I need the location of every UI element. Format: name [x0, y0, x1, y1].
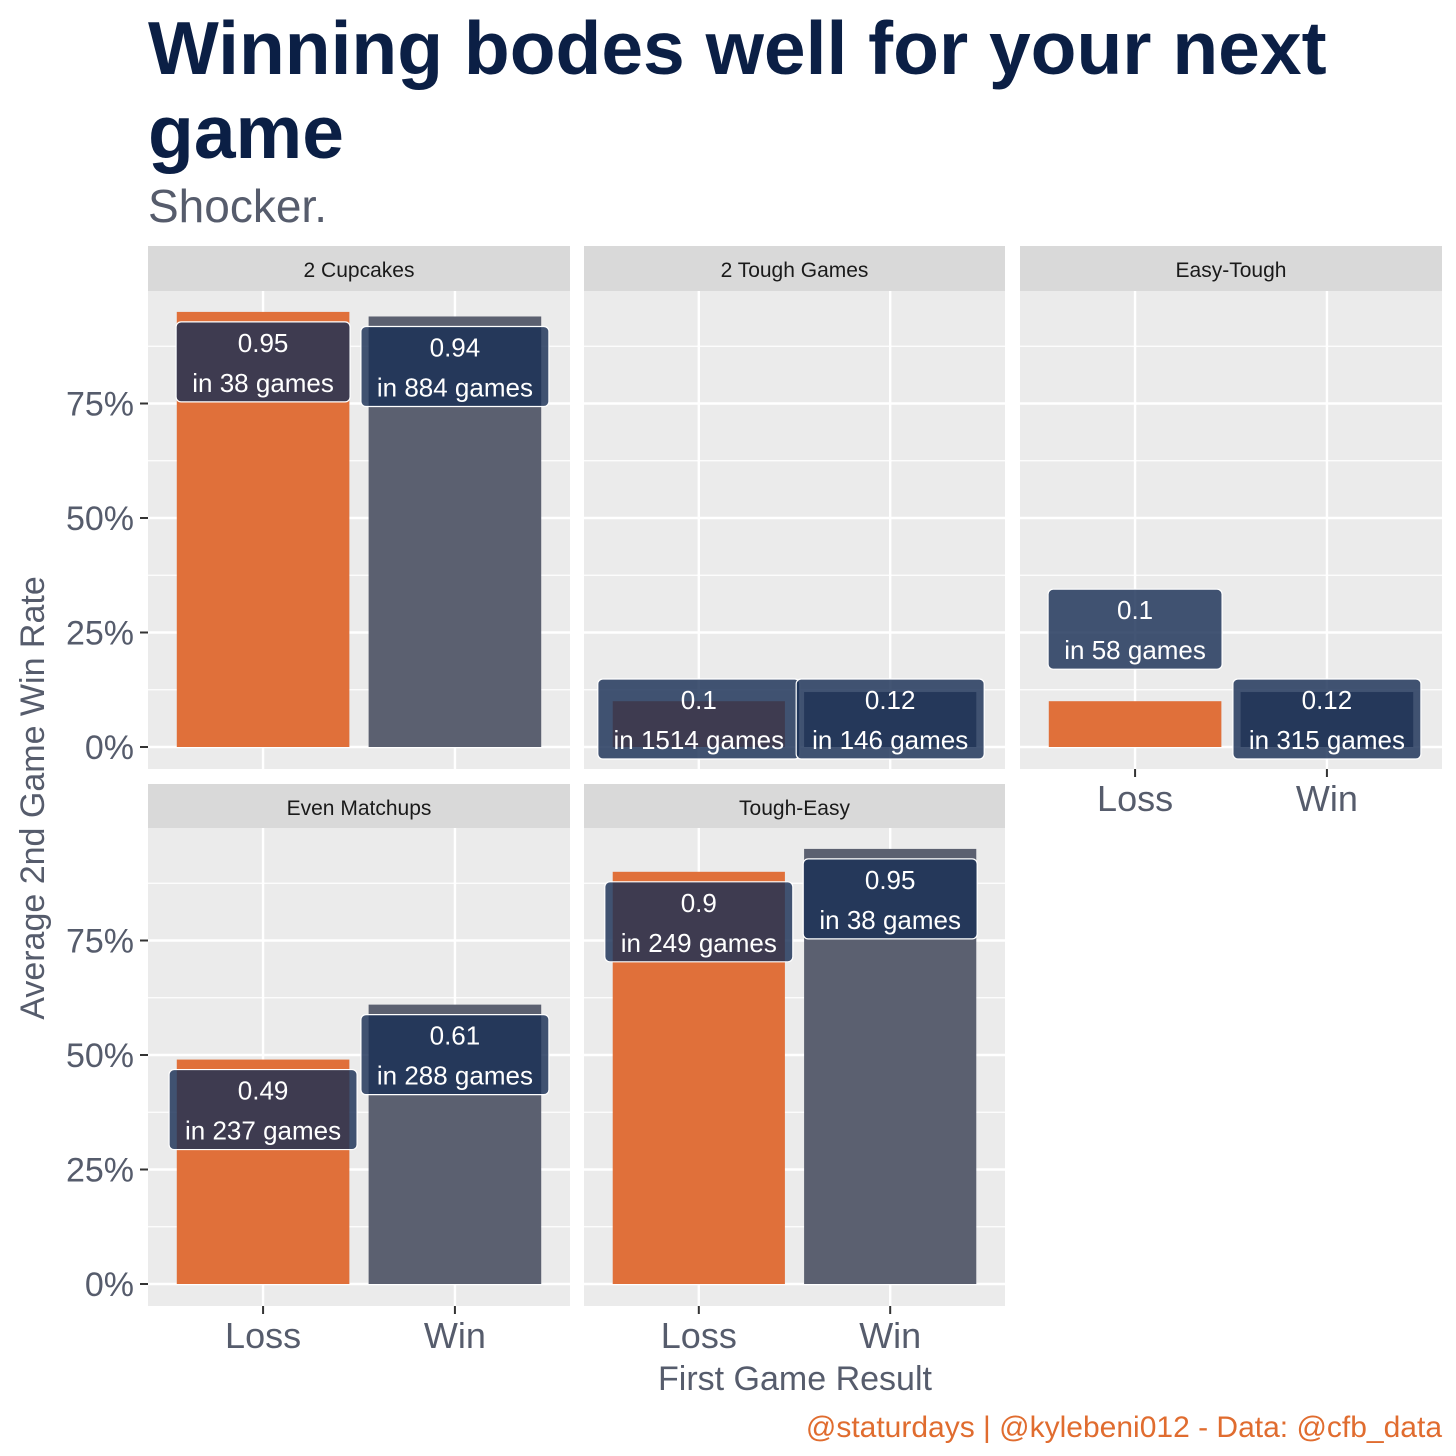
data-label-box — [168, 1068, 358, 1151]
y-tick-label: 0% — [85, 1266, 134, 1304]
data-label-games: in 58 games — [1064, 635, 1206, 665]
facet-strip-label: 2 Cupcakes — [304, 259, 415, 282]
data-label-value: 0.95 — [865, 865, 916, 895]
bar-loss — [1048, 701, 1222, 747]
data-label-games: in 315 games — [1249, 725, 1405, 755]
x-tick-label: Loss — [1097, 778, 1173, 819]
chart-caption: @staturdays | @kylebeni012 - Data: @cfb_… — [805, 1411, 1442, 1444]
data-label-box — [360, 1014, 550, 1096]
y-tick-label: 75% — [66, 923, 134, 961]
y-tick-label: 50% — [66, 500, 134, 538]
y-tick-label: 25% — [66, 615, 134, 653]
data-label-box — [802, 858, 978, 940]
data-label-value: 0.61 — [430, 1021, 481, 1051]
facet-strip-label: Easy-Tough — [1176, 259, 1287, 282]
x-tick-label: Win — [1296, 778, 1358, 819]
data-label-value: 0.95 — [238, 328, 289, 358]
data-label: 0.95 in 38 games — [802, 858, 978, 940]
chart-subtitle: Shocker. — [148, 180, 327, 232]
y-axis-title: Average 2nd Game Win Rate — [14, 576, 52, 1020]
data-label-value: 0.9 — [681, 888, 717, 918]
facet-strip — [148, 784, 570, 828]
x-tick-label: Loss — [225, 1315, 301, 1356]
data-label: 0.94 in 884 games — [360, 325, 550, 408]
data-label-games: in 38 games — [819, 905, 961, 935]
data-label: 0.61 in 288 games — [360, 1014, 550, 1096]
data-label: 0.49 in 237 games — [168, 1068, 358, 1151]
x-tick-label: Win — [424, 1315, 486, 1356]
facet-panel: 2 Cupcakes 0.95 in 38 games 0.94 in 884 game… — [66, 246, 570, 769]
facet-strip — [584, 784, 1005, 828]
data-label-games: in 146 games — [812, 725, 968, 755]
y-tick-label: 75% — [66, 386, 134, 424]
data-label-games: in 249 games — [621, 928, 777, 958]
facet-strip-label: Tough-Easy — [739, 797, 850, 820]
data-label: 0.1 in 1514 games — [597, 678, 801, 760]
data-label: 0.95 in 38 games — [175, 321, 351, 403]
facet-panel: 2 Tough Games 0.1 in 1514 games 0.12 in 146 … — [584, 246, 1005, 769]
facet-strip — [148, 246, 570, 291]
data-label-value: 0.12 — [1302, 685, 1353, 715]
facet-panel: Even Matchups 0.49 in 237 games 0.61 in 288 … — [66, 784, 570, 1356]
data-label-box — [795, 678, 985, 760]
x-axis-title: First Game Result — [658, 1360, 932, 1398]
data-label-box — [175, 321, 351, 403]
data-label: 0.12 in 146 games — [795, 678, 985, 760]
data-label-games: in 237 games — [185, 1116, 341, 1146]
y-tick-label: 25% — [66, 1152, 134, 1190]
y-tick-label: 0% — [85, 729, 134, 767]
data-label-games: in 1514 games — [614, 725, 785, 755]
data-label-box — [360, 325, 550, 408]
data-label-games: in 288 games — [377, 1061, 533, 1091]
y-tick-label: 50% — [66, 1037, 134, 1075]
facet-strip — [584, 246, 1005, 291]
data-label-value: 0.1 — [1117, 595, 1153, 625]
x-tick-label: Loss — [661, 1315, 737, 1356]
data-label: 0.9 in 249 games — [604, 881, 794, 963]
facet-panel: Tough-Easy 0.9 in 249 games 0.95 in 38 games… — [584, 784, 1005, 1356]
data-label-box — [604, 881, 794, 963]
x-tick-label: Win — [859, 1315, 921, 1356]
facet-strip-label: Even Matchups — [287, 797, 432, 820]
facet-panel: Easy-Tough 0.1 in 58 games 0.12 in 315 games… — [1020, 246, 1442, 819]
facet-strip — [1020, 246, 1442, 291]
data-label-box — [1047, 588, 1223, 670]
data-label-value: 0.94 — [430, 332, 481, 362]
chart-title: Winning bodes well for your next game — [148, 6, 1327, 174]
facet-panels: 2 Cupcakes 0.95 in 38 games 0.94 in 884 game… — [66, 246, 1442, 1356]
data-label: 0.12 in 315 games — [1232, 678, 1422, 760]
data-label-value: 0.1 — [681, 685, 717, 715]
data-label-value: 0.49 — [238, 1076, 289, 1106]
data-label-box — [1232, 678, 1422, 760]
data-label: 0.1 in 58 games — [1047, 588, 1223, 670]
facet-strip-label: 2 Tough Games — [721, 259, 869, 282]
data-label-games: in 38 games — [192, 368, 334, 398]
data-label-value: 0.12 — [865, 685, 916, 715]
data-label-games: in 884 games — [377, 372, 533, 402]
